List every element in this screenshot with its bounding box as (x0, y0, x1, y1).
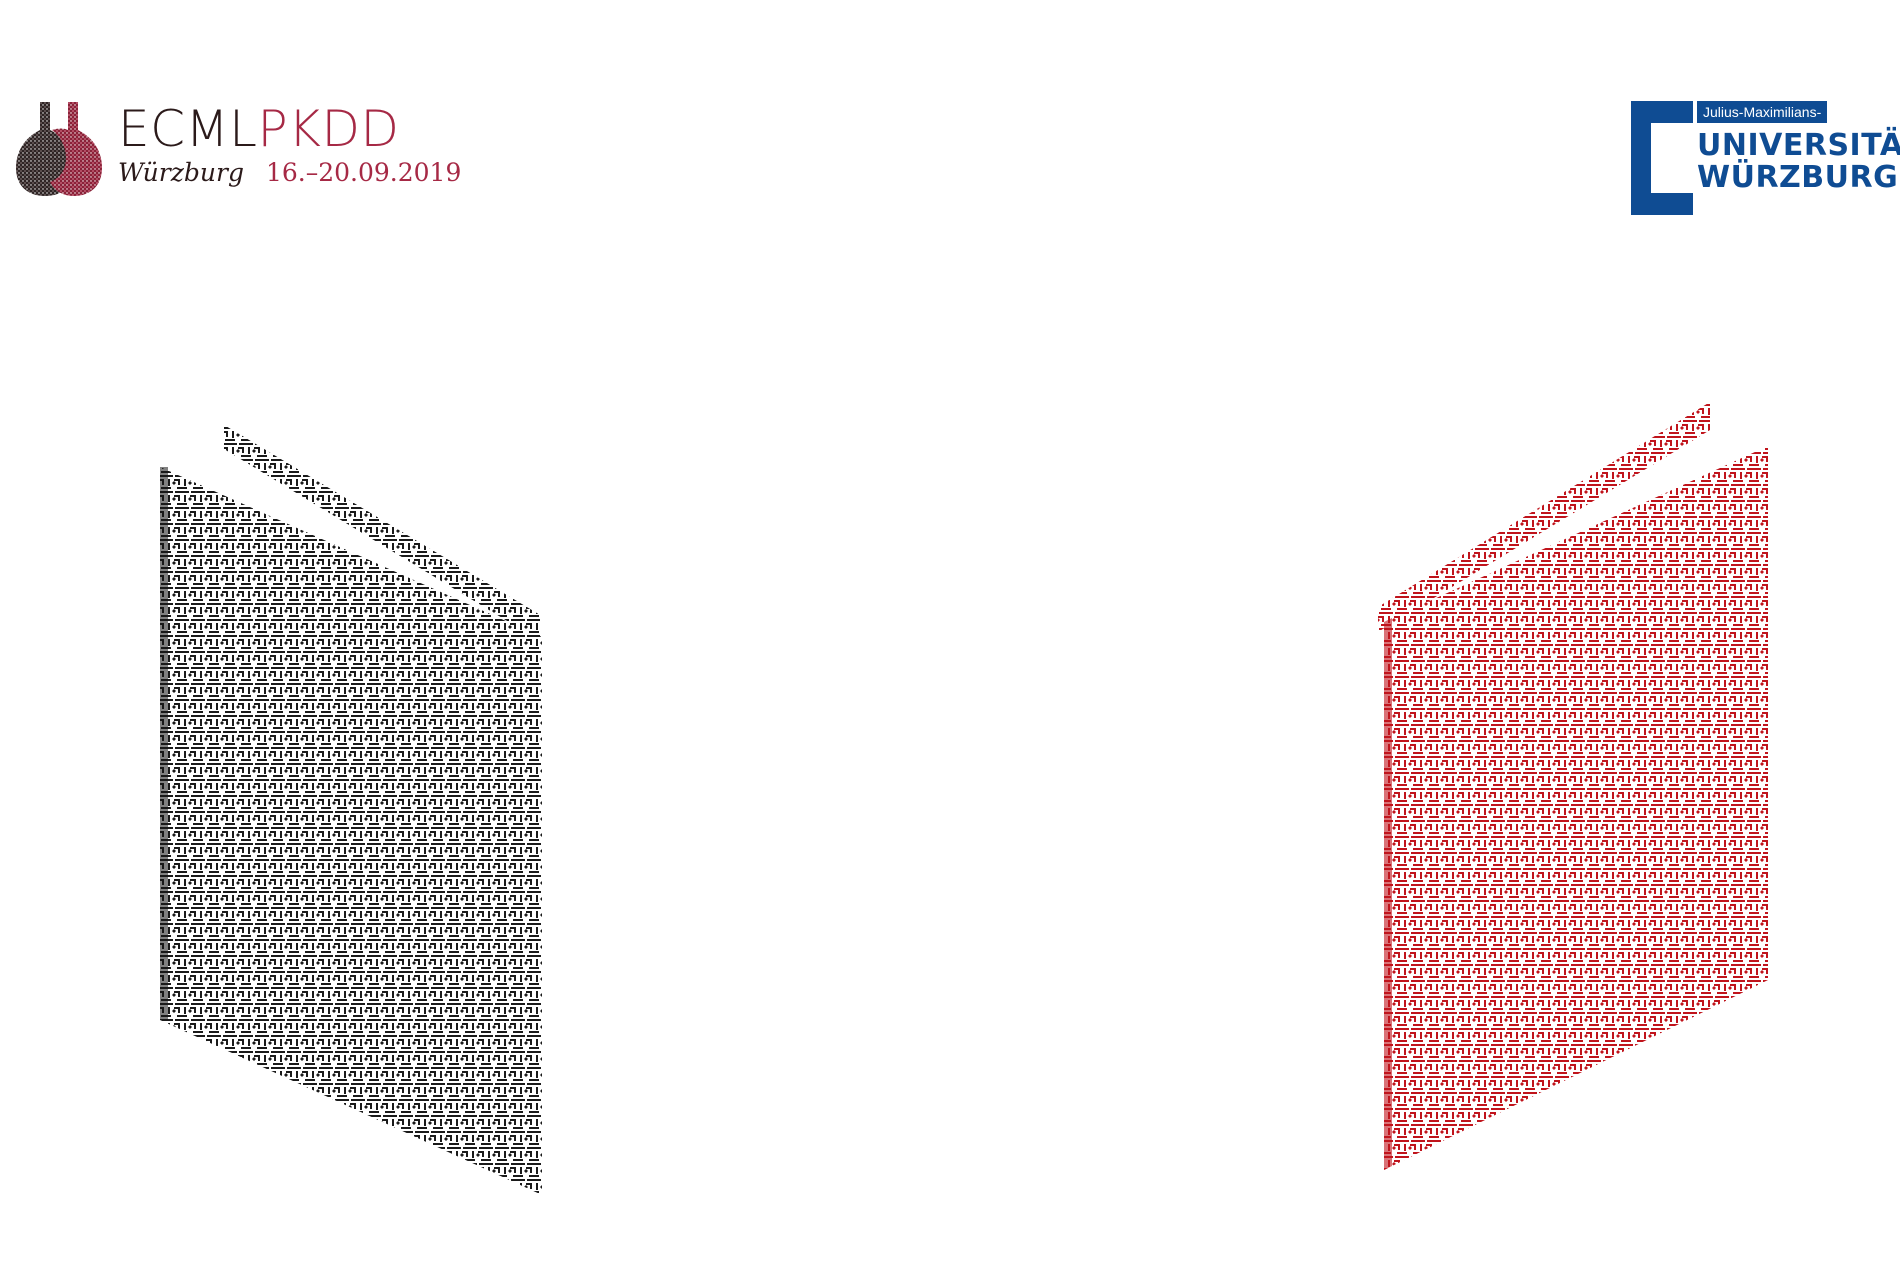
university-top-line: Julius-Maximilians- (1697, 101, 1828, 123)
conference-title-pkdd: PKDD (257, 100, 400, 158)
wine-bottles-icon (16, 102, 102, 196)
university-name-line2: WÜRZBURG (1697, 160, 1899, 195)
conference-title-ecml: ECML (118, 100, 258, 158)
conference-city: Würzburg (118, 158, 244, 187)
university-bracket-icon (1631, 101, 1693, 215)
university-logo: Julius-Maximilians- UNIVERSITÄT WÜRZBURG (1631, 101, 1900, 215)
conference-subtitle: Würzburg 16.–20.09.2019 (118, 160, 461, 185)
ecml-pkdd-logo: ECMLPKDD Würzburg 16.–20.09.2019 (16, 98, 461, 198)
left-book-illustration (150, 425, 550, 1195)
patterned-book-icon (160, 425, 542, 1195)
conference-title: ECMLPKDD (118, 104, 399, 154)
university-name-line1: UNIVERSITÄT (1697, 128, 1900, 163)
conference-dates: 16.–20.09.2019 (265, 158, 462, 187)
patterned-book-icon (1378, 402, 1768, 1170)
right-book-illustration (1370, 402, 1780, 1182)
